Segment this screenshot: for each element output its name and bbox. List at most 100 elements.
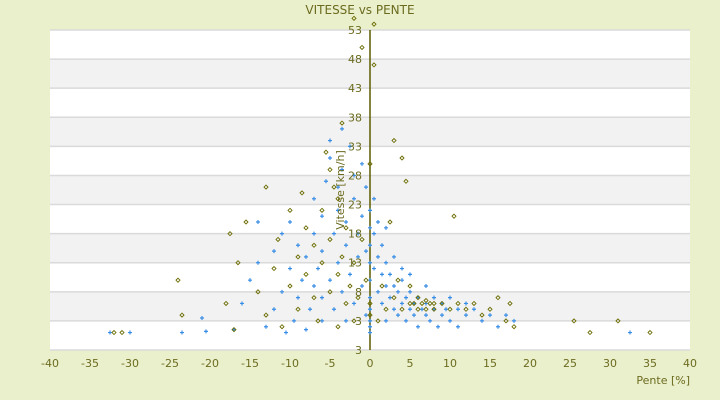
- x-tick-label: -25: [161, 357, 179, 370]
- data-point-olive: [299, 190, 305, 196]
- data-point-olive: [351, 260, 357, 266]
- data-point-blue: [416, 295, 420, 300]
- data-point-blue: [444, 307, 448, 312]
- data-point-olive: [367, 161, 373, 167]
- data-point-olive: [367, 312, 373, 318]
- data-point-blue: [512, 318, 516, 323]
- y-tick-label: 3: [355, 315, 362, 328]
- data-point-blue: [408, 272, 412, 277]
- data-point-olive: [339, 120, 345, 126]
- data-point-blue: [416, 324, 420, 329]
- data-point-blue: [300, 278, 304, 283]
- data-point-blue: [336, 260, 340, 265]
- data-point-olive: [387, 219, 393, 225]
- y-tick-label: 48: [348, 53, 362, 66]
- data-point-olive: [319, 260, 325, 266]
- data-point-blue: [464, 301, 468, 306]
- data-point-blue: [128, 330, 132, 335]
- x-tick-label: -40: [41, 357, 59, 370]
- data-point-blue: [256, 260, 260, 265]
- data-point-olive: [391, 294, 397, 301]
- data-point-blue: [428, 318, 432, 323]
- data-point-blue: [360, 214, 364, 219]
- data-point-olive: [287, 207, 293, 214]
- data-point-blue: [348, 144, 352, 149]
- data-point-blue: [392, 254, 396, 259]
- data-point-blue: [396, 313, 400, 318]
- data-point-blue: [504, 313, 508, 318]
- x-tick-label: 40: [683, 357, 697, 370]
- data-point-blue: [412, 301, 416, 306]
- data-point-olive: [311, 294, 317, 301]
- data-point-olive: [335, 196, 341, 202]
- data-point-olive: [423, 306, 429, 312]
- data-point-olive: [407, 300, 413, 307]
- data-point-blue: [448, 295, 452, 300]
- data-point-blue: [356, 254, 360, 259]
- data-point-blue: [328, 278, 332, 283]
- data-point-blue: [384, 225, 388, 230]
- data-point-olive: [419, 300, 425, 307]
- data-point-blue: [368, 243, 372, 248]
- data-point-olive: [379, 283, 385, 289]
- data-point-olive: [343, 225, 349, 231]
- data-point-olive: [615, 318, 621, 324]
- data-point-blue: [412, 313, 416, 318]
- data-point-blue: [312, 231, 316, 236]
- data-point-olive: [343, 300, 349, 307]
- data-point-blue: [368, 278, 372, 283]
- data-point-blue: [400, 278, 404, 283]
- data-point-olive: [359, 236, 365, 243]
- data-point-olive: [571, 318, 577, 324]
- data-point-blue: [340, 167, 344, 172]
- data-point-olive: [295, 306, 301, 312]
- data-point-blue: [380, 243, 384, 248]
- data-point-blue: [368, 208, 372, 213]
- data-point-olive: [455, 300, 461, 307]
- data-point-blue: [400, 301, 404, 306]
- data-point-blue: [380, 301, 384, 306]
- data-point-olive: [359, 44, 365, 51]
- data-point-blue: [392, 307, 396, 312]
- data-point-blue: [628, 330, 632, 335]
- y-tick-label: 43: [348, 82, 362, 95]
- x-tick-label: 30: [603, 357, 617, 370]
- data-point-blue: [372, 231, 376, 236]
- data-point-olive: [331, 184, 337, 190]
- data-point-blue: [368, 330, 372, 335]
- data-point-blue: [440, 301, 444, 306]
- data-point-olive: [451, 213, 457, 219]
- data-point-blue: [448, 318, 452, 323]
- data-point-blue: [464, 313, 468, 318]
- data-point-olive: [447, 306, 453, 312]
- data-point-olive: [431, 306, 437, 312]
- data-point-blue: [384, 318, 388, 323]
- data-point-olive: [439, 300, 445, 307]
- data-point-olive: [263, 184, 269, 190]
- data-point-blue: [336, 185, 340, 190]
- data-point-blue: [384, 260, 388, 265]
- data-point-blue: [292, 318, 296, 323]
- data-point-olive: [431, 300, 437, 307]
- data-point-olive: [351, 318, 357, 324]
- data-point-blue: [336, 208, 340, 213]
- data-point-olive: [275, 236, 281, 243]
- data-point-olive: [243, 219, 249, 225]
- y-tick-label: 23: [348, 199, 362, 212]
- data-point-olive: [479, 312, 485, 318]
- data-point-olive: [231, 326, 237, 333]
- data-point-olive: [119, 329, 125, 336]
- data-point-olive: [383, 306, 389, 312]
- data-point-blue: [344, 220, 348, 224]
- data-point-olive: [507, 300, 513, 307]
- data-point-olive: [327, 289, 333, 295]
- data-point-blue: [352, 196, 356, 201]
- data-point-blue: [332, 231, 336, 236]
- data-point-blue: [312, 284, 316, 288]
- data-point-blue: [320, 249, 324, 254]
- data-point-blue: [424, 313, 428, 318]
- data-point-olive: [587, 329, 593, 336]
- y-tick-label: 53: [348, 24, 362, 37]
